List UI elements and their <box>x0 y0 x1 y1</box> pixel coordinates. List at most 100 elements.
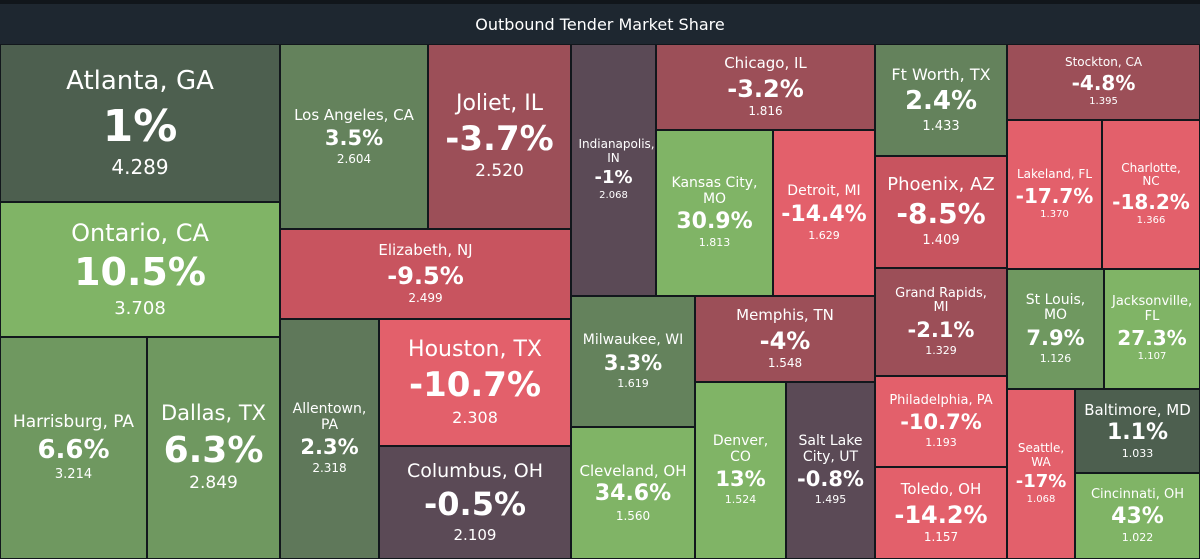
tile-label: Chicago, IL <box>724 54 807 73</box>
tile-label: Allentown, PA <box>292 401 367 433</box>
treemap-tile-st-louis-mo[interactable]: St Louis, MO 7.9% 1.126 <box>1007 269 1104 389</box>
tile-percent-change: -9.5% <box>387 261 464 290</box>
tile-value: 1.193 <box>925 436 957 450</box>
treemap-tile-charlotte-nc[interactable]: Charlotte, NC -18.2% 1.366 <box>1102 120 1200 269</box>
tile-percent-change: -17% <box>1015 470 1067 492</box>
tile-value: 1.068 <box>1026 493 1056 505</box>
tile-percent-change: 2.3% <box>300 435 359 460</box>
treemap-tile-salt-lake-city-ut[interactable]: Salt Lake City, UT -0.8% 1.495 <box>786 382 875 559</box>
treemap-tile-cleveland-oh[interactable]: Cleveland, OH 34.6% 1.560 <box>571 427 695 559</box>
tile-value: 1.022 <box>1121 531 1154 545</box>
tile-label: Jacksonville, FL <box>1112 294 1193 324</box>
tile-value: 1.033 <box>1121 447 1154 461</box>
tile-label: Charlotte, NC <box>1121 160 1181 188</box>
tile-value: 2.499 <box>408 291 443 306</box>
tile-value: 1.548 <box>767 356 803 371</box>
tile-value: 1.629 <box>808 228 840 242</box>
tile-value: 1.370 <box>1040 208 1069 220</box>
treemap-tile-philadelphia-pa[interactable]: Philadelphia, PA -10.7% 1.193 <box>875 376 1007 467</box>
treemap-area: Atlanta, GA 1% 4.289 Ontario, CA 10.5% 3.708 H… <box>0 44 1200 559</box>
tile-percent-change: -4% <box>759 326 811 355</box>
treemap-tile-atlanta-ga[interactable]: Atlanta, GA 1% 4.289 <box>0 44 280 202</box>
treemap-tile-denver-co[interactable]: Denver, CO 13% 1.524 <box>695 382 786 559</box>
treemap-tile-kansas-city-mo[interactable]: Kansas City, MO 30.9% 1.813 <box>656 130 773 296</box>
tile-value: 1.433 <box>922 118 960 134</box>
tile-label: Philadelphia, PA <box>889 392 993 408</box>
treemap-tile-baltimore-md[interactable]: Baltimore, MD 1.1% 1.033 <box>1075 389 1200 473</box>
tile-value: 2.308 <box>452 407 498 427</box>
treemap-tile-milwaukee-wi[interactable]: Milwaukee, WI 3.3% 1.619 <box>571 296 695 427</box>
tile-value: 1.409 <box>922 233 960 248</box>
tile-percent-change: 13% <box>715 467 766 492</box>
treemap-tile-toledo-oh[interactable]: Toledo, OH -14.2% 1.157 <box>875 467 1007 559</box>
tile-value: 1.126 <box>1039 351 1072 365</box>
tile-value: 4.289 <box>111 154 169 179</box>
tile-label: Detroit, MI <box>787 183 861 200</box>
tile-value: 3.708 <box>114 297 166 319</box>
tile-percent-change: 1% <box>102 100 178 152</box>
tile-percent-change: 6.3% <box>163 429 264 471</box>
tile-percent-change: -10.7% <box>408 365 542 406</box>
treemap-tile-indianapolis-in[interactable]: Indianapolis, IN -1% 2.068 <box>571 44 656 296</box>
tile-value: 2.318 <box>312 461 347 476</box>
tile-label: Indianapolis, IN <box>578 137 655 165</box>
tile-value: 1.366 <box>1136 215 1166 227</box>
treemap-tile-houston-tx[interactable]: Houston, TX -10.7% 2.308 <box>379 319 571 446</box>
tile-percent-change: -3.2% <box>727 74 804 103</box>
treemap-tile-joliet-il[interactable]: Joliet, IL -3.7% 2.520 <box>428 44 571 229</box>
treemap-tile-harrisburg-pa[interactable]: Harrisburg, PA 6.6% 3.214 <box>0 337 147 559</box>
tile-value: 2.068 <box>599 189 628 201</box>
treemap-tile-cincinnati-oh[interactable]: Cincinnati, OH 43% 1.022 <box>1075 473 1200 559</box>
tile-value: 1.524 <box>724 493 757 507</box>
tile-percent-change: 6.6% <box>37 434 110 465</box>
treemap-tile-phoenix-az[interactable]: Phoenix, AZ -8.5% 1.409 <box>875 156 1007 268</box>
title-bar: Outbound Tender Market Share <box>0 0 1200 44</box>
tile-label: Ft Worth, TX <box>891 64 991 84</box>
treemap-tile-chicago-il[interactable]: Chicago, IL -3.2% 1.816 <box>656 44 875 130</box>
treemap-tile-stockton-ca[interactable]: Stockton, CA -4.8% 1.395 <box>1007 44 1200 120</box>
tile-label: Phoenix, AZ <box>887 174 995 196</box>
tile-value: 2.849 <box>189 473 238 494</box>
treemap-tile-memphis-tn[interactable]: Memphis, TN -4% 1.548 <box>695 296 875 382</box>
tile-label: Toledo, OH <box>900 480 982 499</box>
tile-label: Ontario, CA <box>71 218 209 247</box>
tile-percent-change: -8.5% <box>896 197 986 231</box>
tile-label: Baltimore, MD <box>1084 400 1191 419</box>
treemap-tile-elizabeth-nj[interactable]: Elizabeth, NJ -9.5% 2.499 <box>280 229 571 319</box>
treemap-tile-columbus-oh[interactable]: Columbus, OH -0.5% 2.109 <box>379 446 571 559</box>
tile-value: 1.619 <box>617 376 649 390</box>
treemap-tile-jacksonville-fl[interactable]: Jacksonville, FL 27.3% 1.107 <box>1104 269 1200 389</box>
tile-value: 1.495 <box>814 493 847 507</box>
tile-value: 1.329 <box>925 343 957 357</box>
treemap-tile-ft-worth-tx[interactable]: Ft Worth, TX 2.4% 1.433 <box>875 44 1007 156</box>
treemap-tile-allentown-pa[interactable]: Allentown, PA 2.3% 2.318 <box>280 319 379 559</box>
tile-value: 1.560 <box>615 508 651 523</box>
treemap-tile-grand-rapids-mi[interactable]: Grand Rapids, MI -2.1% 1.329 <box>875 268 1007 376</box>
treemap-tile-detroit-mi[interactable]: Detroit, MI -14.4% 1.629 <box>773 130 875 296</box>
treemap-tile-lakeland-fl[interactable]: Lakeland, FL -17.7% 1.370 <box>1007 120 1102 269</box>
treemap-tile-dallas-tx[interactable]: Dallas, TX 6.3% 2.849 <box>147 337 280 559</box>
treemap-tile-ontario-ca[interactable]: Ontario, CA 10.5% 3.708 <box>0 202 280 337</box>
treemap-tile-los-angeles-ca[interactable]: Los Angeles, CA 3.5% 2.604 <box>280 44 428 229</box>
tile-label: Dallas, TX <box>160 401 267 426</box>
tile-label: St Louis, MO <box>1025 291 1086 324</box>
tile-percent-change: -14.2% <box>894 500 988 529</box>
tile-value: 2.109 <box>453 525 497 544</box>
tile-percent-change: -0.5% <box>423 485 527 524</box>
tile-percent-change: 2.4% <box>904 86 978 117</box>
tile-label: Stockton, CA <box>1064 54 1143 69</box>
tile-label: Elizabeth, NJ <box>378 241 473 260</box>
tile-label: Los Angeles, CA <box>294 106 414 124</box>
tile-percent-change: 30.9% <box>676 209 753 235</box>
tile-label: Cleveland, OH <box>579 461 687 480</box>
tile-percent-change: 27.3% <box>1117 325 1187 350</box>
chart-title: Outbound Tender Market Share <box>475 14 725 34</box>
tile-value: 1.813 <box>698 236 731 250</box>
tile-percent-change: 34.6% <box>594 481 672 507</box>
tile-label: Denver, CO <box>712 433 769 465</box>
tile-percent-change: 3.3% <box>603 350 663 375</box>
tile-value: 2.604 <box>336 151 372 166</box>
tile-percent-change: -18.2% <box>1112 190 1190 215</box>
treemap-tile-seattle-wa[interactable]: Seattle, WA -17% 1.068 <box>1007 389 1075 559</box>
